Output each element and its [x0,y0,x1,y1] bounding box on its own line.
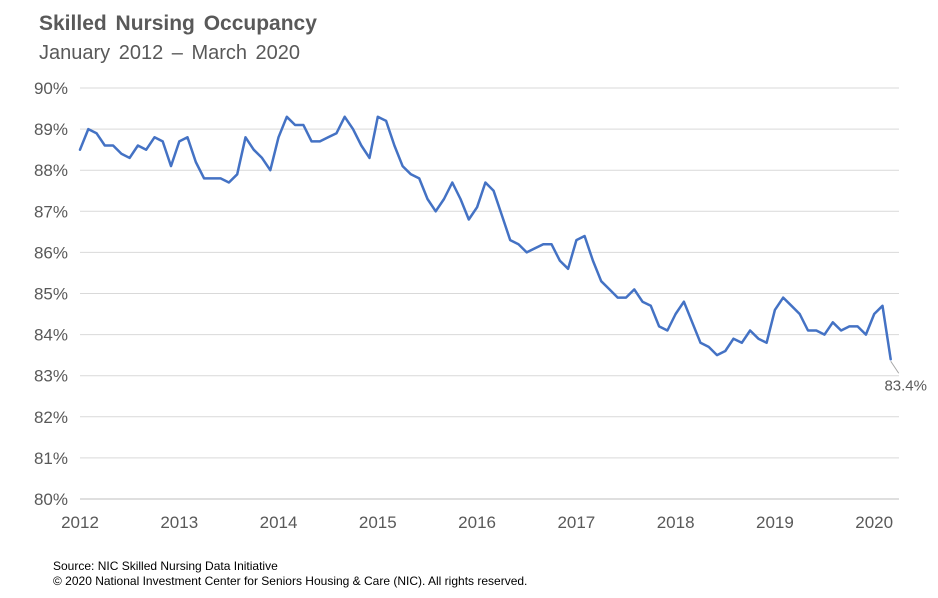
x-tick-label: 2019 [756,513,794,532]
x-axis-tick-labels: 2012 2013 2014 2015 2016 2017 2018 2019 2020 [61,513,893,532]
source-note: Source: NIC Skilled Nursing Data Initiat… [53,559,278,573]
y-tick-label: 87% [34,202,68,221]
series-occupancy [78,115,892,361]
y-axis-tick-labels: 80% 81% 82% 83% 84% 85% 86% 87% 88% 89% 90% [34,79,68,509]
x-tick-label: 2015 [359,513,397,532]
chart-subtitle: January 2012 – March 2020 [39,42,301,64]
last-value-label: 83.4% [884,377,927,394]
gridlines [80,87,899,500]
y-tick-label: 80% [34,490,68,509]
x-tick-label: 2018 [657,513,695,532]
y-tick-label: 86% [34,243,68,262]
x-tick-label: 2016 [458,513,496,532]
chart-source: Source: NIC Skilled Nursing Data Initiat… [53,559,527,589]
y-tick-label: 85% [34,285,68,304]
x-tick-label: 2013 [160,513,198,532]
x-tick-label: 2017 [557,513,595,532]
y-tick-label: 88% [34,161,68,180]
y-tick-label: 81% [34,449,68,468]
series-line [78,115,892,361]
y-tick-label: 82% [34,408,68,427]
y-tick-label: 90% [34,79,68,98]
y-tick-label: 89% [34,120,68,139]
y-tick-label: 84% [34,326,68,345]
x-tick-label: 2014 [260,513,298,532]
x-tick-label: 2020 [855,513,893,532]
chart-title: Skilled Nursing Occupancy [39,12,317,35]
y-tick-label: 83% [34,367,68,386]
copyright-note: © 2020 National Investment Center for Se… [53,574,528,588]
annotation-leader-line [890,360,900,374]
x-tick-label: 2012 [61,513,99,532]
annotations: 83.4% [884,360,927,394]
